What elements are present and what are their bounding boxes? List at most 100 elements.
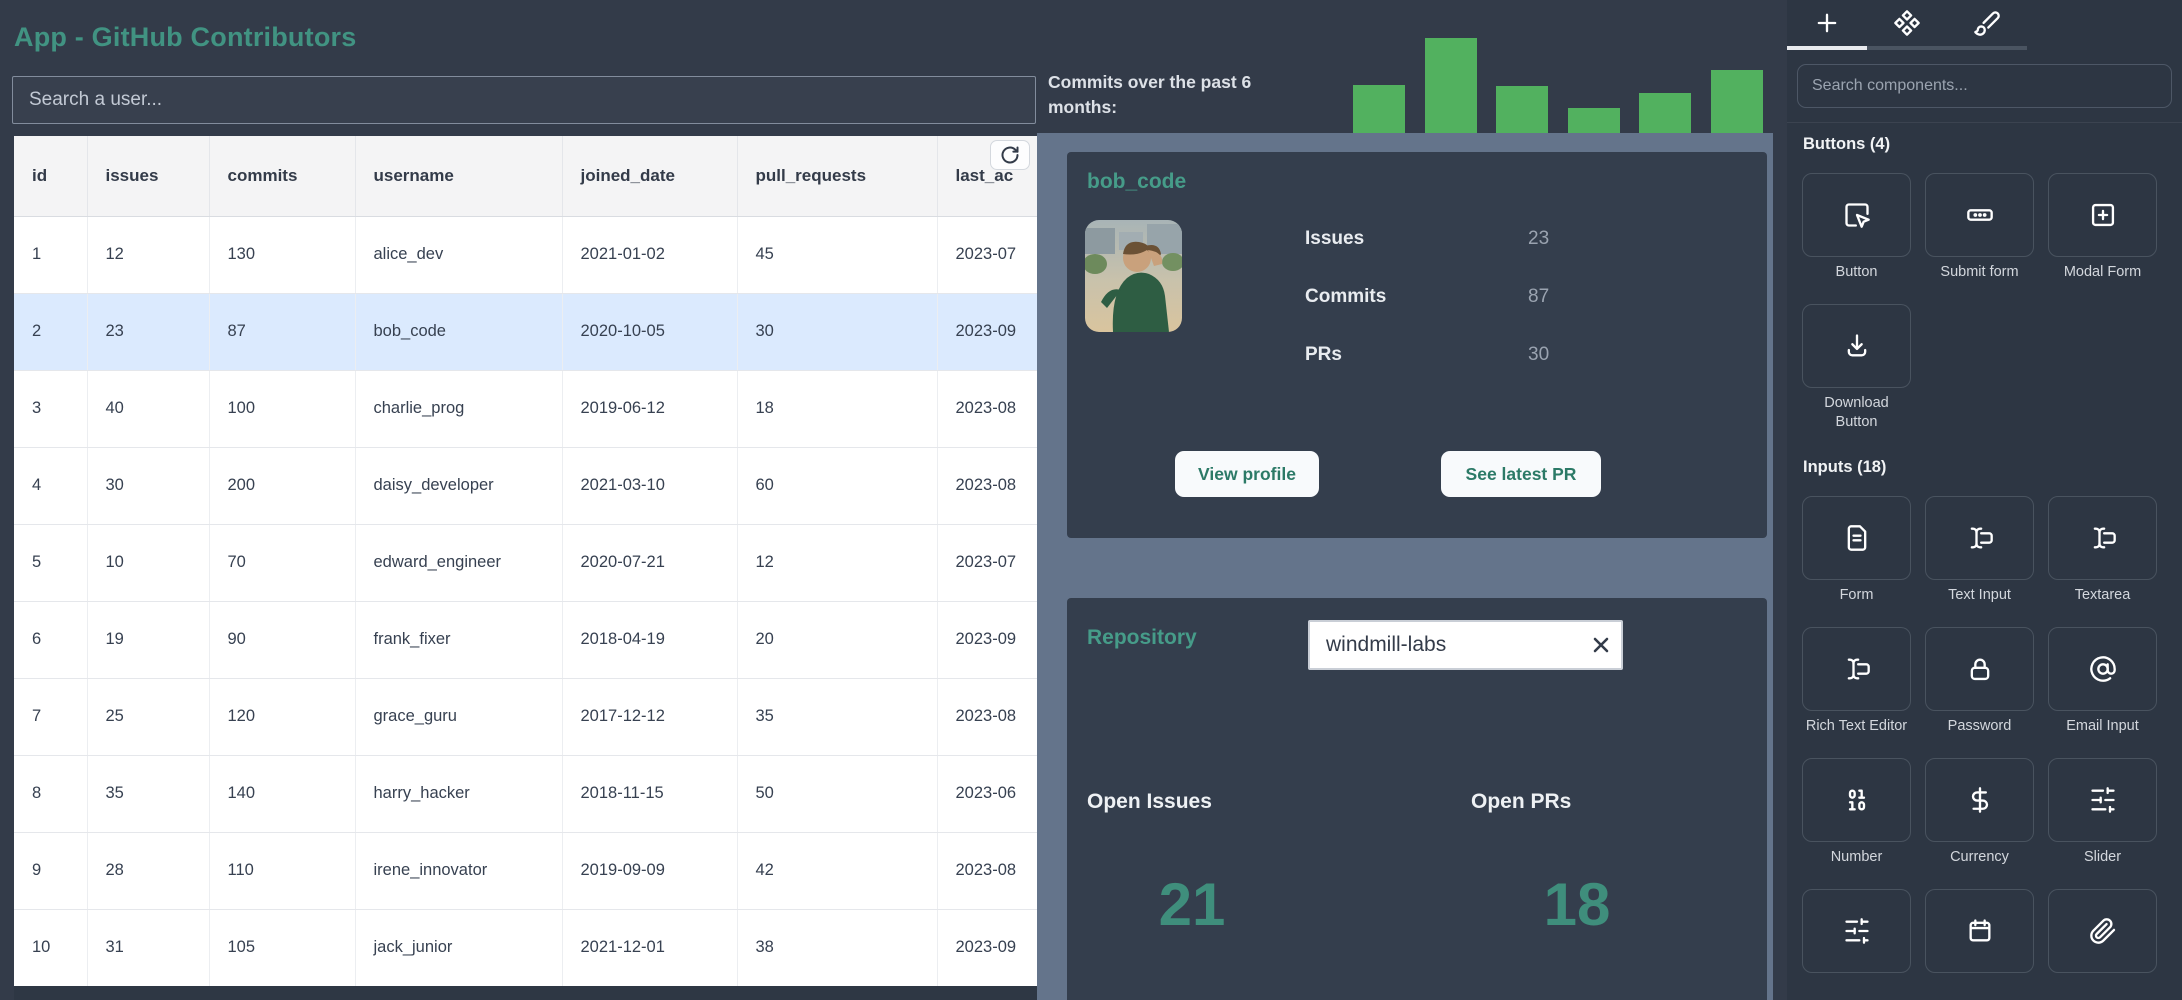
text-cursor-icon xyxy=(1843,655,1871,683)
text-cursor-icon xyxy=(1966,524,1994,552)
table-row[interactable]: 8 35 140 harry_hacker 2018-11-15 50 2023-06 xyxy=(14,755,1037,833)
table-row[interactable]: 5 10 70 edward_engineer 2020-07-21 12 2023-07 xyxy=(14,524,1037,602)
table-column-header: issues xyxy=(87,136,210,217)
component-card xyxy=(1925,496,2034,580)
table-cell: 23 xyxy=(87,293,210,371)
table-cell: 2018-04-19 xyxy=(562,601,738,679)
component-label: Password xyxy=(1947,718,2012,734)
clear-repository-button[interactable] xyxy=(1581,625,1621,665)
table-row[interactable]: 10 31 105 jack_junior 2021-12-01 38 2023-09 xyxy=(14,909,1037,987)
profile-stats: Issues 23 Commits 87 PRs 30 xyxy=(1305,210,1625,384)
dollar-icon xyxy=(1966,786,1994,814)
component-label: Number xyxy=(1830,849,1883,865)
table-cell: 2019-06-12 xyxy=(562,370,738,448)
component-item-form[interactable]: Form xyxy=(1802,496,1911,605)
table-row[interactable]: 3 40 100 charlie_prog 2019-06-12 18 2023-08 xyxy=(14,370,1037,448)
table-cell: 100 xyxy=(209,370,356,448)
component-item-rich-text-editor[interactable]: Rich Text Editor xyxy=(1802,627,1911,736)
table-cell: 42 xyxy=(737,832,938,910)
table-cell: 18 xyxy=(737,370,938,448)
sidebar-tab-components[interactable] xyxy=(1867,0,1947,50)
component-item-paperclip[interactable] xyxy=(2048,889,2157,979)
stat-value: 30 xyxy=(1528,344,1550,365)
avatar xyxy=(1085,220,1182,332)
component-card xyxy=(2048,173,2157,257)
table-cell: 20 xyxy=(737,601,938,679)
refresh-icon xyxy=(1000,145,1020,165)
table-cell: irene_innovator xyxy=(355,832,563,910)
table-cell: 2019-09-09 xyxy=(562,832,738,910)
user-search-input[interactable] xyxy=(12,76,1036,124)
table-column-header: joined_date xyxy=(562,136,738,217)
repository-input[interactable] xyxy=(1310,633,1581,657)
component-item-text-input[interactable]: Text Input xyxy=(1925,496,2034,605)
sidebar-divider xyxy=(1787,122,2182,123)
sidebar-tab-plus[interactable] xyxy=(1787,0,1867,50)
component-item-textarea[interactable]: Textarea xyxy=(2048,496,2157,605)
table-cell: 4 xyxy=(14,447,88,525)
component-item-submit-form[interactable]: Submit form xyxy=(1925,173,2034,282)
table-cell: 105 xyxy=(209,909,356,987)
repository-card: Repository Open Issues Open PRs 21 18 xyxy=(1067,598,1767,1000)
commit-bar xyxy=(1639,93,1692,133)
component-item-download-button[interactable]: Download Button xyxy=(1802,304,1911,432)
table-cell: 10 xyxy=(14,909,88,987)
component-item-button[interactable]: Button xyxy=(1802,173,1911,282)
stat-label: Issues xyxy=(1305,228,1365,249)
table-cell: 87 xyxy=(209,293,356,371)
binary-icon xyxy=(1843,786,1871,814)
table-cell: 40 xyxy=(87,370,210,448)
component-label: Rich Text Editor xyxy=(1805,718,1908,734)
table-cell: 130 xyxy=(209,216,356,294)
table-column-header: username xyxy=(355,136,563,217)
table-cell: 35 xyxy=(87,755,210,833)
table-refresh-button[interactable] xyxy=(990,140,1030,170)
table-cell: harry_hacker xyxy=(355,755,563,833)
component-card xyxy=(2048,889,2157,973)
component-search-input[interactable] xyxy=(1797,64,2172,108)
table-row[interactable]: 6 19 90 frank_fixer 2018-04-19 20 2023-09 xyxy=(14,601,1037,679)
table-row[interactable]: 7 25 120 grace_guru 2017-12-12 35 2023-08 xyxy=(14,678,1037,756)
component-item-calendar[interactable] xyxy=(1925,889,2034,979)
table-cell: frank_fixer xyxy=(355,601,563,679)
see-latest-pr-button[interactable]: See latest PR xyxy=(1441,451,1601,497)
table-cell: 2023-08 xyxy=(937,370,1037,448)
component-section: Buttons (4) Button Submit form Modal Form Do… xyxy=(1787,133,2182,432)
paperclip-icon xyxy=(2089,917,2117,945)
component-item-modal-form[interactable]: Modal Form xyxy=(2048,173,2157,282)
table-row[interactable]: 2 23 87 bob_code 2020-10-05 30 2023-09 xyxy=(14,293,1037,371)
table-cell: charlie_prog xyxy=(355,370,563,448)
repository-card-title: Repository xyxy=(1087,626,1197,649)
component-item-email-input[interactable]: Email Input xyxy=(2048,627,2157,736)
commit-bar xyxy=(1353,85,1405,133)
form-icon xyxy=(1843,524,1871,552)
component-item-password[interactable]: Password xyxy=(1925,627,2034,736)
view-profile-button[interactable]: View profile xyxy=(1175,451,1319,497)
component-card xyxy=(1925,627,2034,711)
table-row[interactable]: 1 12 130 alice_dev 2021-01-02 45 2023-07 xyxy=(14,216,1037,294)
component-item-slider[interactable]: Slider xyxy=(2048,758,2157,867)
component-card xyxy=(1925,889,2034,973)
table-cell: 2023-08 xyxy=(937,678,1037,756)
open-prs-value: 18 xyxy=(1543,871,1611,938)
table-cell: 2023-09 xyxy=(937,293,1037,371)
table-cell: 1 xyxy=(14,216,88,294)
commits-chart-label: Commits over the past 6 months: xyxy=(1048,72,1252,117)
component-item-sliders[interactable] xyxy=(1802,889,1911,979)
table-cell: 2020-07-21 xyxy=(562,524,738,602)
commit-bar xyxy=(1711,70,1763,133)
component-item-number[interactable]: Number xyxy=(1802,758,1911,867)
table-cell: 200 xyxy=(209,447,356,525)
table-cell: 70 xyxy=(209,524,356,602)
sidebar-tab-paintbrush[interactable] xyxy=(1947,0,2027,50)
table-cell: 45 xyxy=(737,216,938,294)
table-row[interactable]: 9 28 110 irene_innovator 2019-09-09 42 2023-08 xyxy=(14,832,1037,910)
table-cell: 2 xyxy=(14,293,88,371)
component-label: Button xyxy=(1835,264,1878,280)
table-cell: 110 xyxy=(209,832,356,910)
component-card xyxy=(1802,889,1911,973)
table-row[interactable]: 4 30 200 daisy_developer 2021-03-10 60 2023-08 xyxy=(14,447,1037,525)
section-title: Inputs (18) xyxy=(1803,458,1887,476)
component-item-currency[interactable]: Currency xyxy=(1925,758,2034,867)
table-cell: 8 xyxy=(14,755,88,833)
